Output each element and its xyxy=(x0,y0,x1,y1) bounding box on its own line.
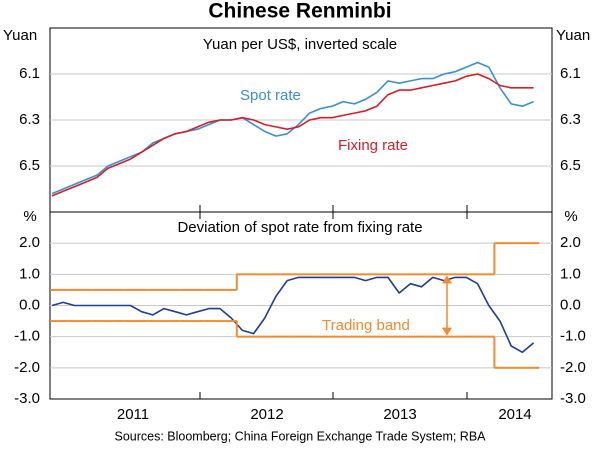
y-axis-label: % xyxy=(564,208,577,225)
y-tick-label: -3.0 xyxy=(560,390,586,407)
x-tick-label: 2011 xyxy=(117,406,149,423)
y-tick-label: 0.0 xyxy=(19,296,40,313)
y-axis-label: % xyxy=(23,208,36,225)
x-tick-label: 2014 xyxy=(498,406,531,423)
y-tick-label: 1.0 xyxy=(560,265,581,282)
y-tick-label: -1.0 xyxy=(560,328,586,345)
y-tick-label: 6.1 xyxy=(560,65,581,82)
series-label: Spot rate xyxy=(240,87,301,104)
y-tick-label: -3.0 xyxy=(14,390,40,407)
source-note: Sources: Bloomberg; China Foreign Exchan… xyxy=(114,429,486,443)
x-tick-label: 2012 xyxy=(250,406,283,423)
x-tick-label: 2013 xyxy=(383,406,416,423)
y-tick-label: 6.3 xyxy=(560,111,581,128)
arrow-head xyxy=(442,327,452,336)
y-tick-label: -1.0 xyxy=(14,328,40,345)
y-tick-label: -2.0 xyxy=(14,359,40,376)
series-line xyxy=(51,61,534,195)
y-tick-label: 2.0 xyxy=(560,234,581,251)
series-line xyxy=(51,276,535,354)
annotation: Trading band xyxy=(322,317,410,334)
y-tick-label: 0.0 xyxy=(560,296,581,313)
arrow-head xyxy=(442,275,452,284)
y-tick-label: 2.0 xyxy=(19,234,40,251)
chart-title: Chinese Renminbi xyxy=(208,0,391,23)
y-axis-label: Yuan xyxy=(3,27,37,44)
series-line xyxy=(51,73,534,197)
y-tick-label: -2.0 xyxy=(560,359,586,376)
y-tick-label: 6.5 xyxy=(19,157,40,174)
plot-frame xyxy=(49,27,553,400)
panel-title: Yuan per US$, inverted scale xyxy=(203,36,397,53)
series-label: Fixing rate xyxy=(338,137,408,154)
panel-title: Deviation of spot rate from fixing rate xyxy=(177,219,422,236)
y-tick-label: 1.0 xyxy=(19,265,40,282)
y-axis-label: Yuan xyxy=(556,27,590,44)
y-tick-label: 6.5 xyxy=(560,157,581,174)
y-tick-label: 6.1 xyxy=(19,65,40,82)
y-tick-label: 6.3 xyxy=(19,111,40,128)
